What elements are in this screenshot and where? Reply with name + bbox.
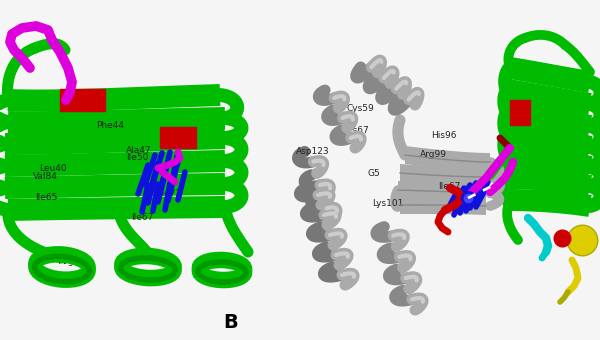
Polygon shape (400, 196, 486, 215)
Polygon shape (405, 146, 490, 171)
Text: Cys59: Cys59 (346, 104, 374, 113)
Polygon shape (508, 167, 592, 197)
Polygon shape (5, 150, 225, 177)
Text: Ile50: Ile50 (126, 153, 148, 162)
Polygon shape (508, 189, 592, 217)
Text: Arg99: Arg99 (420, 150, 447, 159)
Text: Lys101: Lys101 (372, 200, 403, 208)
Text: Asp123: Asp123 (296, 148, 329, 156)
Polygon shape (507, 123, 592, 158)
Text: Cys67: Cys67 (342, 126, 370, 135)
Text: Ile67: Ile67 (438, 182, 460, 191)
Text: His96: His96 (431, 132, 456, 140)
Text: Val84: Val84 (33, 172, 58, 181)
Polygon shape (8, 84, 220, 112)
Text: Arg99: Arg99 (59, 257, 86, 266)
Polygon shape (508, 145, 592, 178)
Polygon shape (8, 196, 225, 221)
Text: Ile65: Ile65 (35, 193, 57, 202)
Text: Ala47: Ala47 (126, 146, 152, 155)
Text: Ile67: Ile67 (131, 213, 153, 222)
Polygon shape (507, 101, 592, 137)
Text: Phe44: Phe44 (96, 121, 124, 130)
Text: B: B (224, 312, 238, 332)
Polygon shape (506, 79, 592, 115)
Polygon shape (5, 127, 226, 155)
Text: G5: G5 (367, 169, 380, 178)
Polygon shape (8, 107, 225, 133)
Polygon shape (5, 173, 225, 199)
Polygon shape (398, 181, 486, 202)
Polygon shape (508, 57, 592, 93)
Text: Phe72: Phe72 (153, 189, 181, 198)
Polygon shape (400, 164, 488, 186)
Text: Leu40: Leu40 (39, 164, 67, 173)
